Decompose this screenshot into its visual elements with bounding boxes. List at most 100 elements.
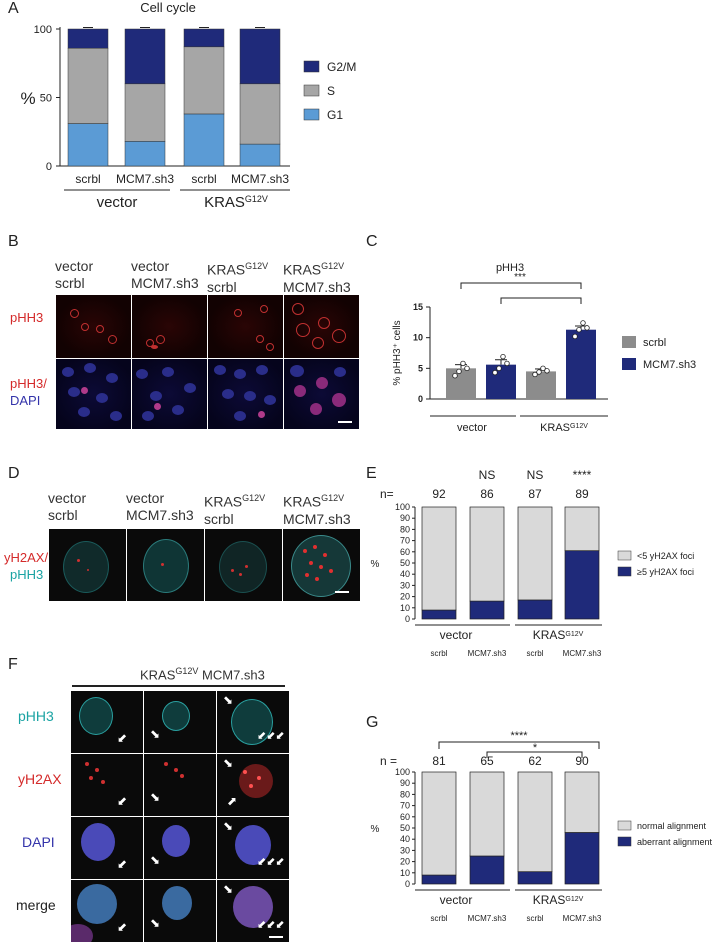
g-ytick-label: 10: [400, 868, 410, 878]
a-group-label: vector: [97, 194, 138, 211]
a-legend-swatch: [303, 84, 320, 97]
c-group-label: KRASG12V: [540, 422, 588, 434]
panel-label-b: B: [8, 233, 19, 250]
c-title: pHH3: [496, 262, 524, 274]
e-n-label: n=: [380, 487, 394, 501]
c-bar: [526, 371, 556, 399]
f-image-r3c2: ⬊: [143, 816, 217, 880]
f-image-r1c2: ⬊: [143, 690, 217, 754]
f-title-rule: [72, 685, 285, 687]
f-title: KRASG12V MCM7.sh3: [140, 666, 265, 683]
g-category-label: MCM7.sh3: [563, 914, 602, 923]
b-image-merge-4: [283, 358, 360, 430]
a-category-label: scrbl: [75, 172, 100, 186]
d-col-label-1: vector scrbl: [48, 490, 87, 523]
c-bar: [486, 364, 516, 399]
c-ytick-label: 15: [413, 302, 423, 312]
g-sig-bracket: [438, 741, 600, 749]
g-sig-label: *: [533, 742, 538, 754]
a-category-label: scrbl: [191, 172, 216, 186]
d-image-4: [282, 528, 361, 602]
f-row-label-merge: merge: [16, 897, 56, 913]
g-bar-dark: [421, 874, 457, 885]
e-legend-swatch: [617, 550, 632, 561]
panel-label-e: E: [366, 465, 377, 482]
c-data-point: [580, 320, 586, 326]
d-image-1: [48, 528, 127, 602]
g-legend-label: normal alignment: [637, 821, 707, 831]
b-row-label-dapi: DAPI: [10, 393, 41, 408]
a-legend-label: G1: [327, 108, 343, 122]
e-legend-label: <5 yH2AX foci: [637, 551, 694, 561]
a-ylabel: %: [20, 89, 35, 108]
c-data-point: [452, 372, 458, 379]
b-col-label-2: vector MCM7.sh3: [131, 258, 199, 291]
g-n-value: 90: [575, 754, 589, 768]
e-legend-swatch: [617, 566, 632, 577]
e-group-label: KRASG12V: [533, 628, 584, 642]
c-data-point: [456, 368, 462, 375]
c-data-point: [536, 369, 542, 375]
g-n-value: 65: [480, 754, 494, 768]
e-category-label: scrbl: [431, 649, 448, 658]
a-bar-s: [67, 47, 109, 124]
e-ytick-label: 40: [400, 569, 410, 579]
b-image-merge-2: [131, 358, 208, 430]
c-legend-swatch: [622, 358, 636, 370]
c-legend-label: scrbl: [643, 337, 666, 349]
g-bar-dark: [564, 832, 600, 885]
panel-d-microscopy: vector scrbl vector MCM7.sh3 KRASG12V scrbl…: [0, 490, 361, 610]
f-image-r2c1: ⬋: [70, 753, 144, 817]
b-image-merge-1: [55, 358, 132, 430]
e-bar-dark: [564, 550, 600, 620]
f-row-label-dapi: DAPI: [22, 834, 55, 850]
a-bar-s: [183, 46, 225, 115]
g-ytick-label: 20: [400, 857, 410, 867]
c-data-point: [584, 325, 590, 331]
g-ytick-label: 40: [400, 834, 410, 844]
b-col-label-4: KRASG12V MCM7.sh3: [283, 261, 351, 295]
f-image-r1c3: ⬊ ⬋⬋⬋: [216, 690, 290, 754]
e-ytick-label: 0: [405, 614, 410, 624]
e-n-value: 89: [575, 487, 589, 501]
c-legend-label: MCM7.sh3: [643, 359, 696, 371]
f-image-r3c3: ⬊ ⬋⬋⬋: [216, 816, 290, 880]
a-bar-g1: [239, 143, 281, 167]
d-col-label-4: KRASG12V MCM7.sh3: [283, 493, 351, 527]
e-bar-dark: [469, 600, 505, 620]
a-bar-s: [124, 83, 166, 142]
panel-label-a: A: [8, 0, 19, 17]
c-data-point: [464, 365, 470, 372]
e-sig-label: NS: [527, 468, 544, 482]
a-bar-g2m: [67, 28, 109, 49]
a-legend-label: S: [327, 84, 335, 98]
f-image-r2c2: ⬊: [143, 753, 217, 817]
e-sig-label: NS: [479, 468, 496, 482]
a-bar-g1: [183, 113, 225, 167]
g-bar-light: [517, 771, 553, 873]
e-sig-label: ****: [573, 468, 592, 482]
e-bar-dark: [517, 599, 553, 620]
g-ylabel: %: [371, 824, 380, 835]
f-image-r4c2: ⬊: [143, 879, 217, 943]
e-category-label: MCM7.sh3: [468, 649, 507, 658]
panel-label-c: C: [366, 233, 378, 250]
g-category-label: scrbl: [527, 914, 544, 923]
e-ytick-label: 30: [400, 580, 410, 590]
g-ytick-label: 90: [400, 778, 410, 788]
c-data-point: [492, 369, 498, 376]
g-n-value: 81: [432, 754, 446, 768]
c-data-point: [572, 333, 578, 340]
c-data-point: [576, 326, 582, 333]
g-ytick-label: 80: [400, 789, 410, 799]
c-data-point: [540, 365, 546, 372]
phh3-chart: pHH3 % pHH3⁺ cells 0 5 10 15 *** vector KRASG12V…: [392, 262, 696, 434]
f-image-r4c1: ⬋: [70, 879, 144, 943]
g-ytick-label: 0: [405, 879, 410, 889]
e-category-label: scrbl: [527, 649, 544, 658]
a-category-label: MCM7.sh3: [231, 172, 289, 186]
e-ytick-label: 60: [400, 547, 410, 557]
e-category-label: MCM7.sh3: [563, 649, 602, 658]
a-legend-swatch: [303, 108, 320, 121]
